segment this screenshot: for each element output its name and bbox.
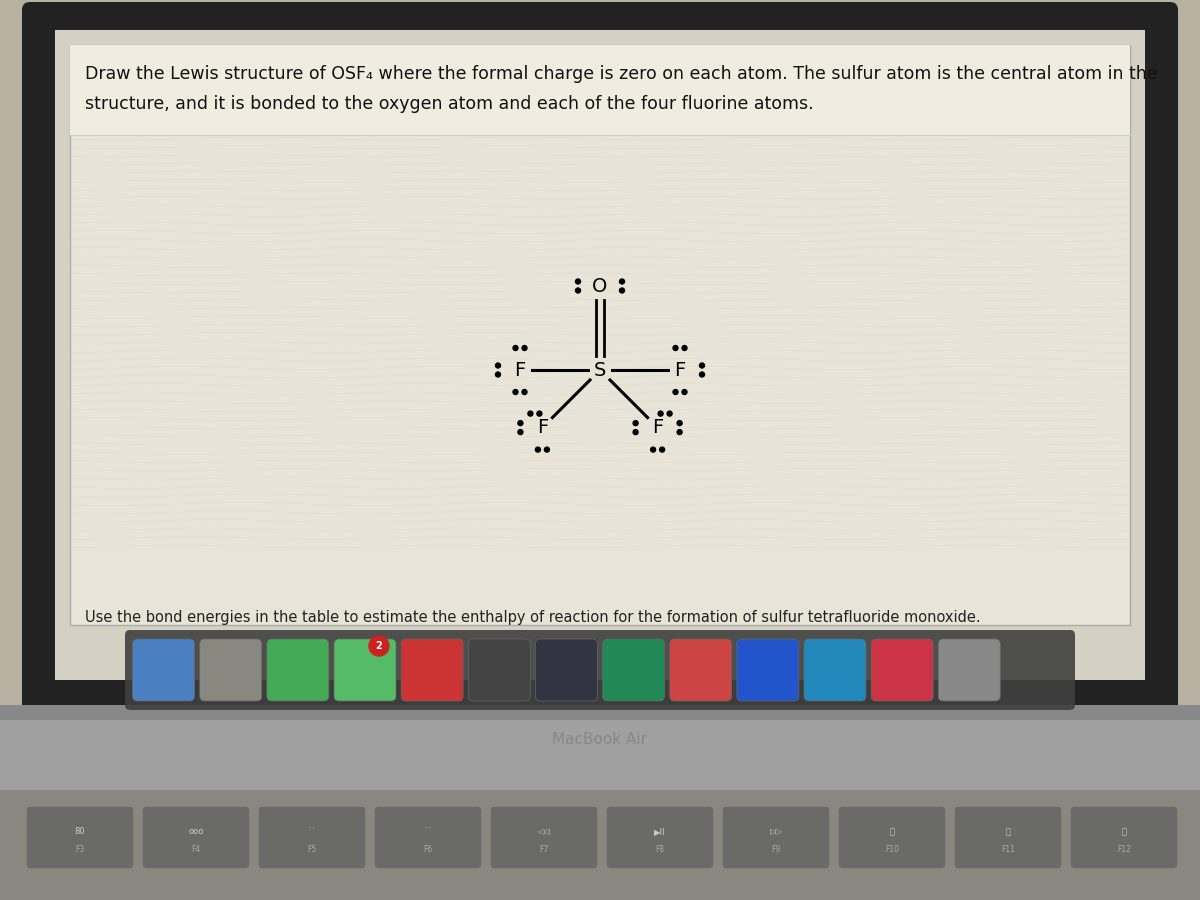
FancyBboxPatch shape <box>334 639 396 701</box>
Circle shape <box>682 390 686 394</box>
FancyBboxPatch shape <box>55 30 1145 680</box>
FancyBboxPatch shape <box>28 807 133 868</box>
Circle shape <box>660 447 665 452</box>
Text: ▷▷: ▷▷ <box>769 827 782 836</box>
Circle shape <box>619 279 624 284</box>
Circle shape <box>576 288 581 293</box>
Circle shape <box>700 372 704 377</box>
Text: F: F <box>674 361 685 380</box>
FancyBboxPatch shape <box>839 807 946 868</box>
Circle shape <box>514 390 518 394</box>
Text: S: S <box>594 361 606 380</box>
Circle shape <box>658 411 664 416</box>
Text: 🔇: 🔇 <box>889 827 894 836</box>
FancyBboxPatch shape <box>374 807 481 868</box>
Text: F7: F7 <box>539 845 548 854</box>
Text: F: F <box>515 361 526 380</box>
FancyBboxPatch shape <box>607 807 713 868</box>
FancyBboxPatch shape <box>602 639 665 701</box>
FancyBboxPatch shape <box>955 807 1061 868</box>
Text: 2: 2 <box>376 641 383 651</box>
Circle shape <box>522 346 527 350</box>
Text: MacBook Air: MacBook Air <box>552 733 648 748</box>
FancyBboxPatch shape <box>125 630 1075 710</box>
Text: F8: F8 <box>655 845 665 854</box>
FancyBboxPatch shape <box>259 807 365 868</box>
FancyBboxPatch shape <box>70 45 1130 625</box>
Text: ▶II: ▶II <box>654 827 666 836</box>
Circle shape <box>496 372 500 377</box>
FancyBboxPatch shape <box>199 639 262 701</box>
Text: 🔊: 🔊 <box>1122 827 1127 836</box>
Text: F10: F10 <box>886 845 899 854</box>
Circle shape <box>514 346 518 350</box>
Text: F: F <box>536 418 548 437</box>
FancyBboxPatch shape <box>491 807 598 868</box>
FancyBboxPatch shape <box>938 639 1001 701</box>
FancyBboxPatch shape <box>0 705 1200 795</box>
Text: F9: F9 <box>772 845 781 854</box>
FancyBboxPatch shape <box>468 639 530 701</box>
FancyBboxPatch shape <box>0 705 1200 720</box>
Circle shape <box>522 390 527 394</box>
FancyBboxPatch shape <box>143 807 250 868</box>
FancyBboxPatch shape <box>670 639 732 701</box>
Circle shape <box>619 288 624 293</box>
Text: Use the bond energies in the table to estimate the enthalpy of reaction for the : Use the bond energies in the table to es… <box>85 610 980 625</box>
Circle shape <box>536 411 542 416</box>
Circle shape <box>545 447 550 452</box>
Text: Draw the Lewis structure of OSF₄ where the formal charge is zero on each atom. T: Draw the Lewis structure of OSF₄ where t… <box>85 65 1158 83</box>
Circle shape <box>634 420 638 426</box>
FancyBboxPatch shape <box>871 639 934 701</box>
Circle shape <box>673 346 678 350</box>
Text: 80: 80 <box>74 827 85 836</box>
Text: 🔉: 🔉 <box>1006 827 1010 836</box>
FancyBboxPatch shape <box>737 639 799 701</box>
Text: F6: F6 <box>424 845 433 854</box>
Text: structure, and it is bonded to the oxygen atom and each of the four fluorine ato: structure, and it is bonded to the oxyge… <box>85 95 814 113</box>
Text: ooo: ooo <box>188 827 204 836</box>
Circle shape <box>518 420 523 426</box>
Circle shape <box>677 429 682 435</box>
Circle shape <box>496 363 500 368</box>
Text: F5: F5 <box>307 845 317 854</box>
Text: F3: F3 <box>76 845 85 854</box>
Text: ˙˙: ˙˙ <box>307 827 317 836</box>
Text: ˙˙: ˙˙ <box>424 827 432 836</box>
Circle shape <box>673 390 678 394</box>
Circle shape <box>667 411 672 416</box>
Text: O: O <box>593 276 607 295</box>
Circle shape <box>634 429 638 435</box>
Circle shape <box>700 363 704 368</box>
Circle shape <box>535 447 540 452</box>
FancyBboxPatch shape <box>70 45 1130 135</box>
Text: F: F <box>652 418 664 437</box>
Circle shape <box>528 411 533 416</box>
FancyBboxPatch shape <box>722 807 829 868</box>
Circle shape <box>576 279 581 284</box>
FancyBboxPatch shape <box>804 639 866 701</box>
FancyBboxPatch shape <box>132 639 194 701</box>
Text: F11: F11 <box>1001 845 1015 854</box>
Circle shape <box>677 420 682 426</box>
FancyBboxPatch shape <box>1072 807 1177 868</box>
Text: F12: F12 <box>1117 845 1130 854</box>
Circle shape <box>682 346 686 350</box>
FancyBboxPatch shape <box>535 639 598 701</box>
Text: ◁◁: ◁◁ <box>538 827 551 836</box>
FancyBboxPatch shape <box>401 639 463 701</box>
FancyBboxPatch shape <box>22 2 1178 718</box>
FancyBboxPatch shape <box>0 790 1200 900</box>
FancyBboxPatch shape <box>266 639 329 701</box>
Circle shape <box>370 636 389 656</box>
Circle shape <box>518 429 523 435</box>
Text: F4: F4 <box>191 845 200 854</box>
Circle shape <box>650 447 655 452</box>
